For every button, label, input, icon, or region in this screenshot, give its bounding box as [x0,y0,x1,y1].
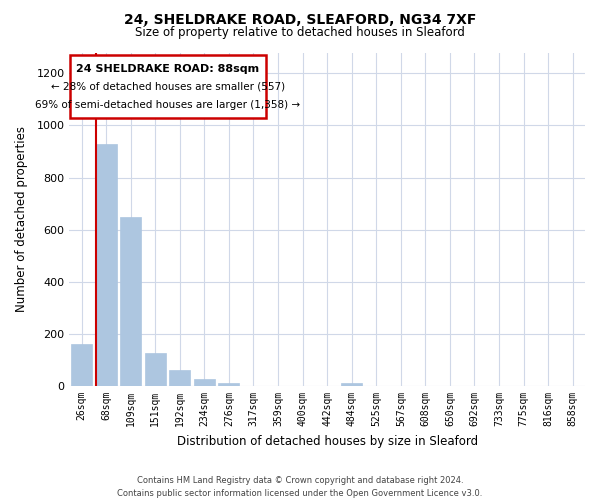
Y-axis label: Number of detached properties: Number of detached properties [15,126,28,312]
Bar [194,379,215,386]
X-axis label: Distribution of detached houses by size in Sleaford: Distribution of detached houses by size … [176,434,478,448]
Bar [145,354,166,386]
Bar [169,370,190,386]
Text: 24 SHELDRAKE ROAD: 88sqm: 24 SHELDRAKE ROAD: 88sqm [76,64,259,74]
FancyBboxPatch shape [70,55,266,118]
Text: 24, SHELDRAKE ROAD, SLEAFORD, NG34 7XF: 24, SHELDRAKE ROAD, SLEAFORD, NG34 7XF [124,12,476,26]
Text: Size of property relative to detached houses in Sleaford: Size of property relative to detached ho… [135,26,465,39]
Text: 69% of semi-detached houses are larger (1,358) →: 69% of semi-detached houses are larger (… [35,100,301,110]
Bar [341,383,362,386]
Text: Contains HM Land Registry data © Crown copyright and database right 2024.
Contai: Contains HM Land Registry data © Crown c… [118,476,482,498]
Bar [96,144,116,386]
Bar [71,344,92,386]
Bar [120,216,141,386]
Bar [218,384,239,386]
Text: ← 28% of detached houses are smaller (557): ← 28% of detached houses are smaller (55… [51,82,285,92]
